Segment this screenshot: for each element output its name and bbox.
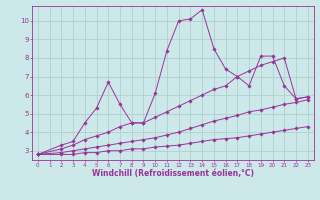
X-axis label: Windchill (Refroidissement éolien,°C): Windchill (Refroidissement éolien,°C) bbox=[92, 169, 254, 178]
